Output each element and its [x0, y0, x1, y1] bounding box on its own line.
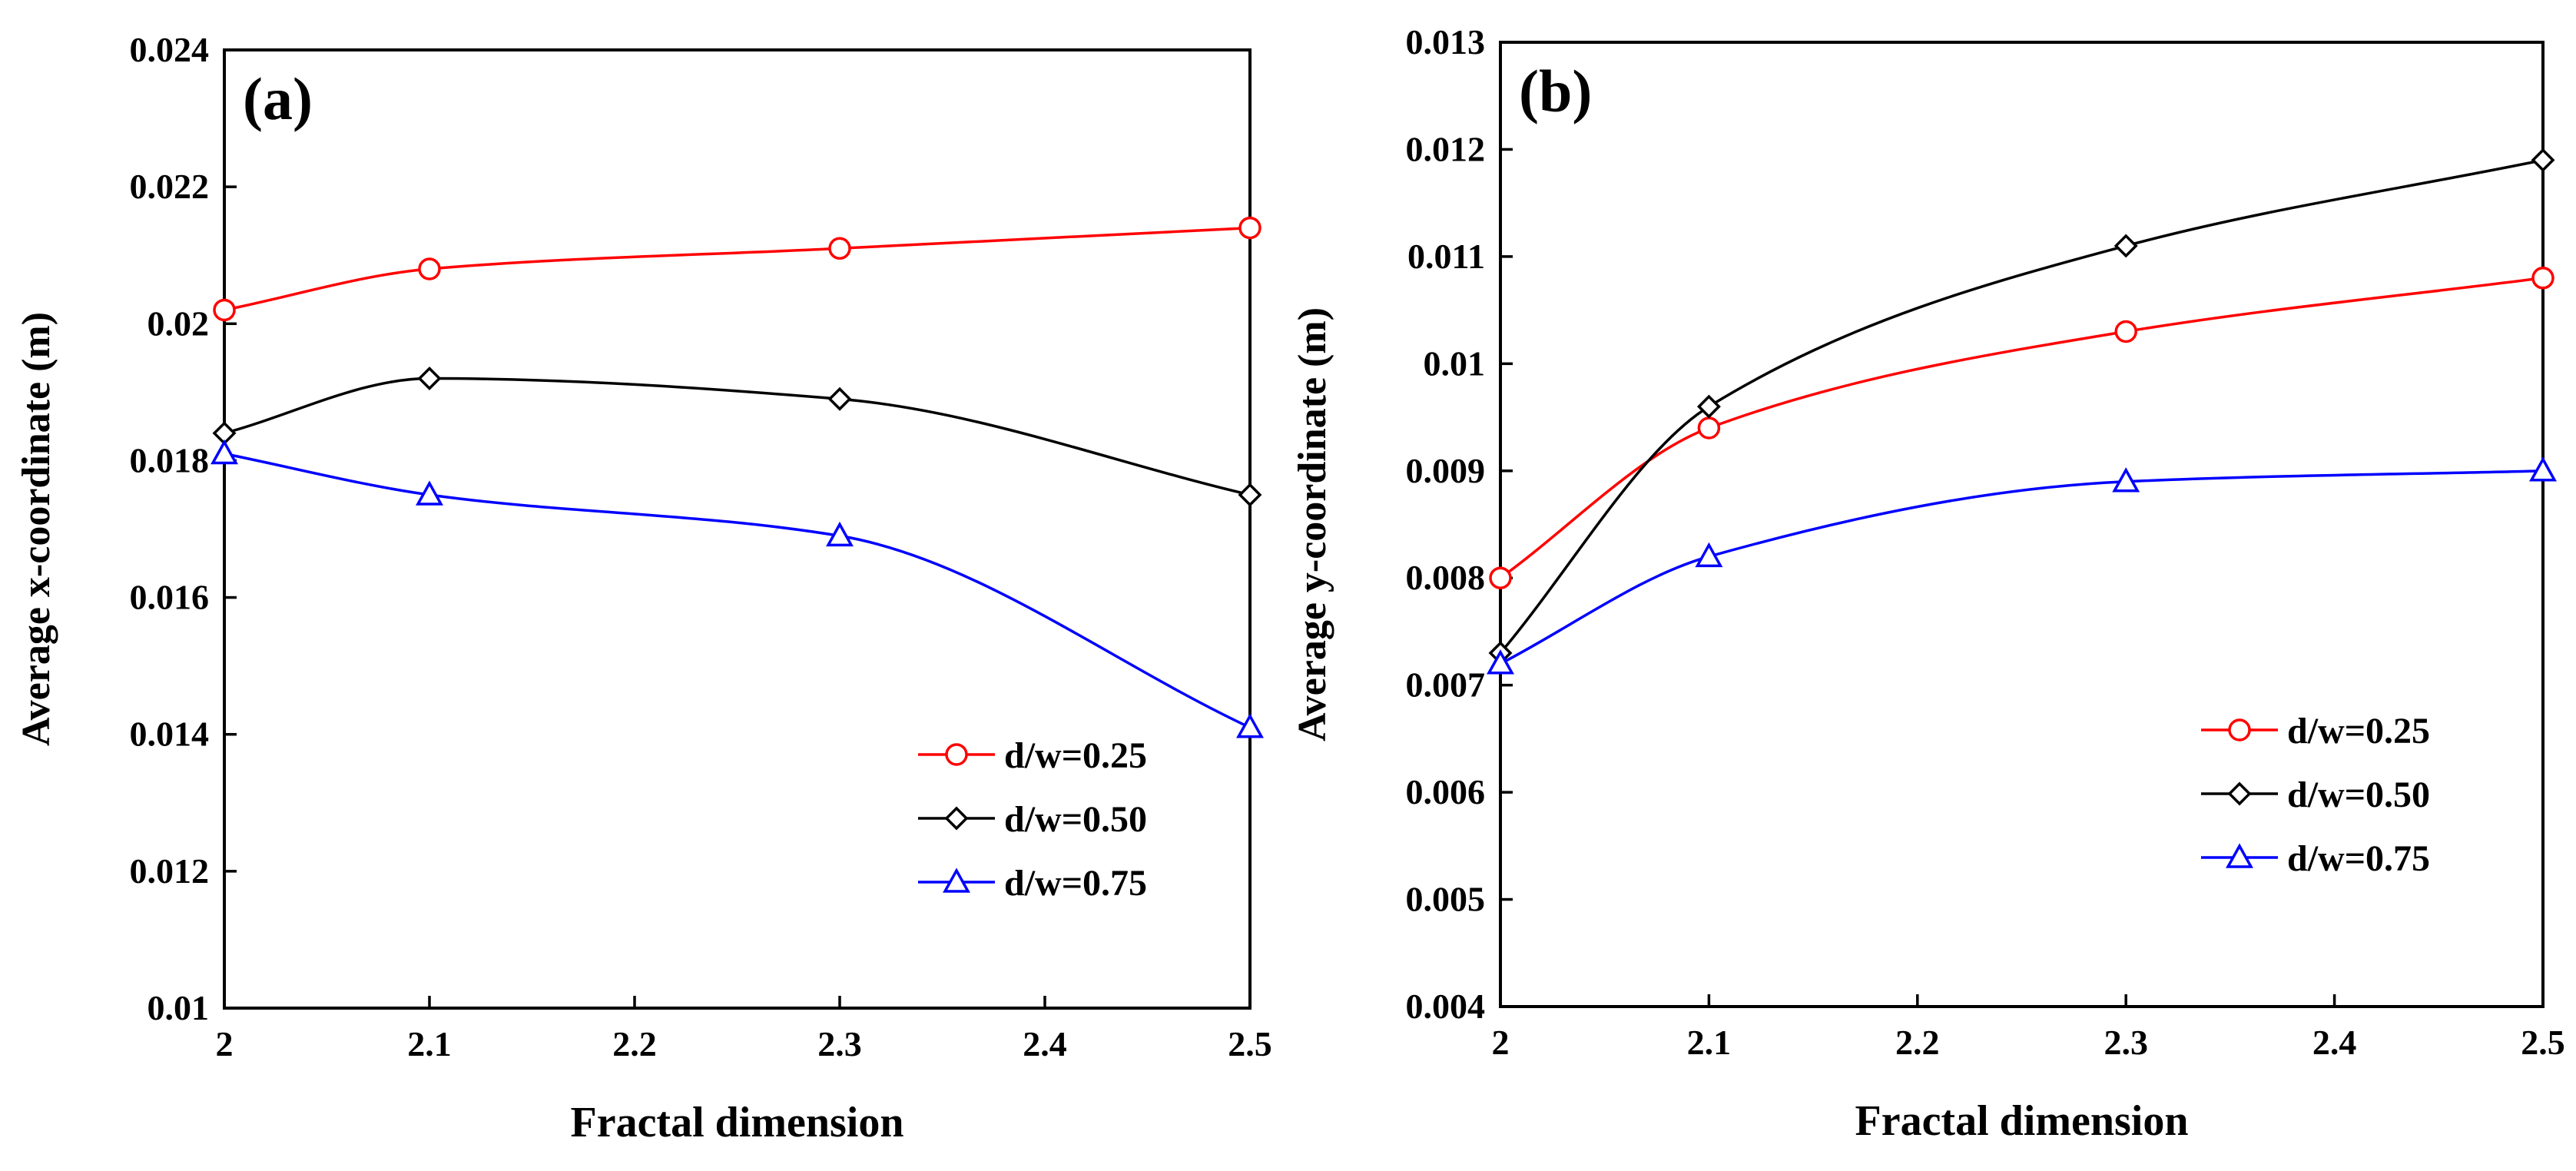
- data-point: [2529, 456, 2557, 482]
- plot-frame: [223, 48, 1252, 1010]
- x-tick-label: 2.4: [1023, 1024, 1067, 1063]
- y-axis-title: Average x-coordinate (m): [15, 312, 58, 746]
- data-point: [1236, 713, 1264, 738]
- y-tick-label: 0.016: [130, 578, 210, 617]
- data-point: [1697, 416, 1721, 440]
- y-tick-label: 0.018: [130, 440, 210, 479]
- data-point: [2112, 467, 2140, 493]
- chart-b: 0.004 0.005 0.006 0.007 0.008 0.009 0.01 0.011 0…: [1291, 22, 2565, 1145]
- data-point: [416, 480, 443, 506]
- y-tick-label: 0.005: [1406, 880, 1486, 919]
- series-d/w=0.25: [1489, 267, 2554, 589]
- y-tick-label: 0.024: [130, 30, 210, 69]
- data-point: [2114, 320, 2137, 343]
- legend: d/w=0.25 d/w=0.50 d/w=0.75: [2201, 711, 2430, 879]
- y-tick-label: 0.013: [1406, 22, 1486, 61]
- series-line: [224, 226, 1251, 312]
- series-line: [224, 452, 1251, 729]
- legend-marker: [2227, 781, 2252, 806]
- series-d/w=0.75: [211, 439, 1264, 738]
- x-tick-label: 2: [1492, 1023, 1510, 1062]
- legend-marker: [945, 743, 968, 766]
- y-tick-label: 0.007: [1406, 665, 1486, 705]
- data-point: [1238, 216, 1261, 240]
- x-tick-label: 2.5: [2521, 1023, 2565, 1062]
- data-point: [827, 386, 852, 411]
- legend-marker: [944, 806, 969, 831]
- y-tick-label: 0.01: [1424, 343, 1486, 383]
- series-line: [224, 377, 1251, 496]
- y-tick-label: 0.022: [130, 167, 210, 206]
- data-point: [1489, 566, 1512, 589]
- data-point: [213, 298, 236, 322]
- y-tick-label: 0.012: [1406, 129, 1486, 168]
- x-tick-label: 2.5: [1228, 1024, 1272, 1063]
- data-point: [1487, 649, 1514, 675]
- legend-label: d/w=0.50: [1004, 799, 1147, 840]
- x-tick-label: 2.4: [2312, 1023, 2357, 1062]
- legend-marker: [2228, 718, 2251, 741]
- data-point: [417, 367, 442, 391]
- y-tick-label: 0.01: [148, 988, 210, 1027]
- series-line: [1499, 158, 2544, 654]
- y-tick-label: 0.006: [1406, 772, 1486, 811]
- data-point: [1696, 394, 1721, 419]
- x-tick-label: 2.2: [1895, 1023, 1940, 1062]
- legend: d/w=0.25 d/w=0.50 d/w=0.75: [918, 735, 1147, 904]
- series-line: [1499, 277, 2544, 579]
- legend-marker: [943, 867, 970, 893]
- panel-label: (a): [243, 65, 313, 132]
- y-tick-label: 0.009: [1406, 451, 1486, 490]
- legend-label: d/w=0.75: [1004, 863, 1147, 904]
- series-d/w=0.50: [1488, 148, 2555, 665]
- y-tick-label: 0.008: [1406, 558, 1486, 597]
- x-tick-label: 2.3: [817, 1024, 862, 1063]
- panel-label: (b): [1519, 58, 1592, 124]
- y-tick-label: 0.02: [148, 304, 210, 343]
- legend-label: d/w=0.50: [2287, 775, 2430, 815]
- x-tick-label: 2: [216, 1024, 234, 1063]
- x-tick-label: 2.1: [1687, 1023, 1732, 1062]
- series-d/w=0.25: [213, 216, 1261, 322]
- series-d/w=0.50: [212, 367, 1262, 507]
- data-point: [1695, 542, 1723, 568]
- y-tick-label: 0.012: [130, 851, 210, 891]
- x-axis-title: Fractal dimension: [1855, 1097, 2189, 1145]
- data-point: [211, 439, 238, 465]
- chart-a: 0.01 0.012 0.014 0.016 0.018 0.02 0.022 0.024 2 2…: [15, 30, 1272, 1146]
- legend-label: d/w=0.75: [2287, 838, 2430, 879]
- legend-label: d/w=0.25: [1004, 735, 1147, 776]
- y-axis-title: Average y-coordinate (m): [1291, 307, 1334, 741]
- legend-label: d/w=0.25: [2287, 711, 2430, 751]
- series-d/w=0.75: [1487, 456, 2557, 675]
- data-point: [826, 521, 854, 547]
- data-point: [2531, 267, 2554, 290]
- legend-marker: [2226, 843, 2253, 868]
- x-axis-title: Fractal dimension: [571, 1099, 904, 1146]
- y-tick-label: 0.011: [1407, 237, 1485, 276]
- x-tick-label: 2.3: [2104, 1023, 2148, 1062]
- data-point: [418, 257, 441, 280]
- data-point: [1238, 483, 1262, 507]
- plot-frame: [1499, 41, 2545, 1008]
- x-tick-label: 2.2: [612, 1024, 657, 1063]
- data-point: [828, 237, 851, 260]
- data-point: [2114, 234, 2138, 258]
- data-point: [2531, 148, 2555, 172]
- y-tick-label: 0.004: [1406, 987, 1486, 1026]
- y-tick-label: 0.014: [130, 715, 210, 754]
- x-tick-label: 2.1: [407, 1024, 452, 1063]
- series-line: [1500, 469, 2544, 665]
